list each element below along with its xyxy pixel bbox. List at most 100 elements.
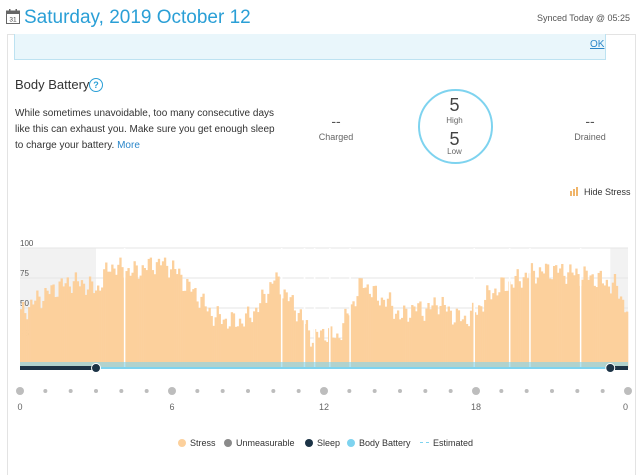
stress-bar: [390, 305, 394, 368]
stress-bar: [376, 300, 380, 368]
stress-bar: [109, 271, 112, 368]
stress-bar: [372, 286, 375, 368]
stress-bar: [315, 331, 319, 368]
unmeasured-gap: [280, 248, 283, 368]
stress-bar: [384, 306, 388, 368]
stress-bar: [344, 308, 347, 368]
stress-bar: [64, 283, 67, 368]
stress-bar: [569, 264, 572, 368]
stress-bar: [619, 296, 623, 368]
stress-bar: [356, 296, 359, 368]
stress-bar: [30, 299, 33, 368]
stress-bar: [532, 270, 536, 368]
stress-bar: [101, 287, 104, 368]
legend-unmeasurable: Unmeasurable: [224, 438, 295, 448]
stress-bar: [186, 278, 189, 368]
stress-bar: [305, 320, 309, 368]
stress-bar: [167, 277, 171, 368]
stress-bar: [129, 275, 132, 368]
unmeasured-gap: [473, 248, 475, 368]
x-tick-label: 12: [319, 402, 329, 412]
stress-bar: [279, 294, 282, 368]
stress-bar: [72, 281, 76, 368]
stress-bar: [210, 315, 213, 368]
stress-bar: [362, 288, 365, 368]
calendar-day: 31: [9, 17, 17, 24]
hour-dot: [448, 389, 453, 393]
stress-bar: [457, 310, 461, 368]
stress-bar: [340, 340, 343, 368]
stress-bar: [459, 321, 463, 368]
stress-bar: [585, 270, 588, 368]
legend-estimated: Estimated: [420, 438, 473, 448]
unmeasured-gap: [303, 248, 306, 368]
unmeasured-gap: [529, 248, 531, 368]
stress-bar: [244, 313, 248, 368]
stress-bar: [490, 299, 493, 368]
stress-bar: [431, 305, 434, 368]
unmeasured-gap: [329, 248, 331, 368]
stress-bar: [332, 337, 335, 368]
legend-sleep: Sleep: [305, 438, 340, 448]
hide-stress-toggle[interactable]: Hide Stress: [584, 187, 631, 197]
stress-bar: [609, 293, 613, 368]
stress-bar: [105, 262, 108, 368]
calendar-icon[interactable]: 31: [6, 9, 20, 24]
stress-bar: [504, 290, 507, 368]
stress-bar: [176, 274, 179, 368]
stress-bar: [396, 310, 400, 368]
stress-bar: [506, 290, 509, 368]
stress-bar: [463, 315, 467, 368]
low-label: Low: [447, 147, 462, 156]
stress-bar: [534, 283, 538, 368]
stress-bar: [455, 308, 459, 368]
stress-bar: [92, 293, 96, 368]
stress-bar: [502, 277, 505, 368]
stress-bar: [324, 340, 327, 368]
hour-dot: [550, 389, 554, 393]
stress-bar: [180, 274, 183, 368]
stress-bar: [413, 306, 416, 368]
stress-bar: [542, 273, 546, 368]
stress-bar: [443, 304, 446, 368]
stress-bar: [44, 288, 47, 368]
body-battery-area: [20, 362, 628, 368]
stress-bar: [544, 263, 548, 368]
stress-bar: [336, 333, 339, 368]
stress-bar: [80, 280, 84, 368]
stress-bar: [220, 324, 223, 368]
more-link[interactable]: More: [117, 140, 140, 151]
stress-bar: [97, 285, 100, 368]
stress-bar: [524, 272, 527, 368]
stress-bar: [546, 264, 550, 368]
stress-bar: [224, 318, 228, 368]
help-icon[interactable]: ?: [89, 78, 103, 92]
stress-bar: [263, 293, 266, 368]
description-text: While sometimes unavoidable, too many co…: [15, 108, 275, 151]
stress-bar: [299, 309, 303, 368]
legend-stress: Stress: [178, 438, 216, 448]
hour-dot: [624, 387, 632, 395]
stress-bar: [251, 322, 254, 368]
stress-bar: [360, 278, 363, 368]
stress-bar: [338, 338, 341, 368]
stress-bar: [297, 313, 300, 368]
stress-bar: [435, 305, 438, 368]
stress-bar: [398, 319, 402, 368]
stress-bar: [283, 289, 286, 368]
bar-chart-icon: [570, 187, 578, 196]
stress-bar: [242, 326, 246, 368]
stress-bar: [401, 317, 404, 368]
ok-link[interactable]: OK: [590, 39, 605, 50]
stress-bar: [601, 283, 604, 368]
stress-bar: [289, 297, 292, 368]
stress-bar: [147, 258, 151, 368]
stress-bar: [76, 281, 80, 368]
stress-bar: [307, 330, 311, 368]
high-value: 5: [449, 95, 460, 115]
stress-bar: [255, 307, 258, 368]
stress-bar: [603, 285, 607, 368]
stress-bar: [226, 328, 230, 368]
unmeasurable-dot-icon: [224, 439, 232, 447]
